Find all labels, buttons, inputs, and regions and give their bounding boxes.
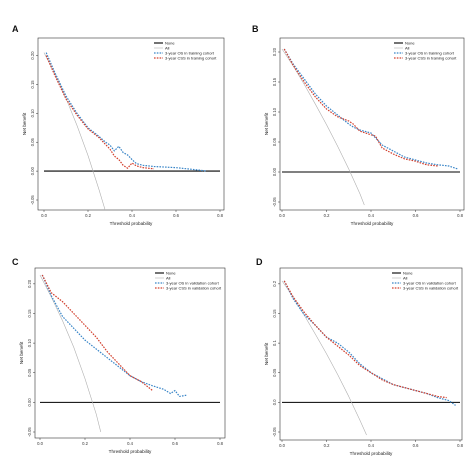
- legend-label: None: [405, 40, 415, 45]
- legend-label: 3-year CSS in validation cohort: [166, 285, 222, 290]
- x-tick-label: 0.4: [368, 443, 374, 448]
- legend-label: 3-year CSS in training cohort: [165, 55, 217, 60]
- y-tick-label: 0.05: [27, 368, 32, 377]
- y-tick-label: 0.05: [272, 137, 277, 146]
- legend-label: None: [166, 270, 176, 275]
- x-tick-label: 0.6: [413, 213, 419, 218]
- series-line-red: [283, 280, 447, 399]
- legend-label: All: [405, 45, 410, 50]
- legend-label: All: [165, 45, 170, 50]
- y-tick-label: 0.10: [27, 338, 32, 347]
- series-line-red: [283, 48, 438, 167]
- x-tick-label: 0.2: [324, 213, 330, 218]
- x-tick-label: 0.4: [127, 441, 133, 446]
- x-tick-label: 0.2: [324, 443, 330, 448]
- legend-label: 3-year OS in validation cohort: [166, 280, 220, 285]
- y-tick-label: 0.05: [272, 368, 277, 377]
- plot-frame: [279, 267, 463, 441]
- x-tick-label: 0.2: [82, 441, 88, 446]
- legend-label: All: [166, 275, 171, 280]
- x-tick-label: 0.0: [37, 441, 43, 446]
- panel-label: B: [252, 24, 259, 34]
- legend-label: 3-year OS in training cohort: [165, 50, 215, 55]
- y-tick-label: 0.20: [272, 47, 277, 56]
- x-axis-title: Threshold probability: [109, 449, 152, 454]
- legend-label: All: [403, 275, 408, 280]
- y-tick-label: 0.15: [272, 309, 277, 318]
- series-line-red: [45, 55, 155, 170]
- y-tick-label: 0.15: [27, 309, 32, 318]
- legend-label: None: [165, 40, 175, 45]
- y-tick-label: 0.10: [30, 109, 35, 118]
- series-line-blue: [283, 280, 456, 406]
- x-tick-label: 0.8: [457, 443, 463, 448]
- x-tick-label: 0.6: [173, 213, 179, 218]
- y-axis-title: Net benefit: [264, 112, 269, 135]
- panel-b: B 0.0 0.2 0.4 0.6 0.8 0.20 0.15 0.10 0.05 0.00 -0.0…: [252, 24, 465, 226]
- panel-label: A: [12, 24, 19, 34]
- panel-c: C 0.0 0.2 0.4 0.6 0.8 0.20 0.15 0.10 0.05 0.00 -0.0…: [12, 257, 226, 454]
- x-axis-title: Threshold probability: [350, 451, 393, 456]
- x-tick-label: 0.4: [368, 213, 374, 218]
- y-axis-title: Net benefit: [264, 342, 269, 365]
- series-line-blue: [45, 52, 207, 172]
- y-tick-label: 0.2: [272, 280, 277, 286]
- legend-label: None: [403, 270, 413, 275]
- legend-label: 3-year OS in validation cohort: [403, 280, 457, 285]
- y-tick-label: -0.05: [272, 427, 277, 437]
- plot-frame: [34, 267, 226, 439]
- panel-a: A 0.0 0.2 0.4 0.6 0.8 0.20 0.15 0.10 0.05 0.00 -0.0…: [12, 24, 225, 226]
- legend-label: 3-year CSS in validation cohort: [403, 285, 459, 290]
- y-tick-label: -0.05: [27, 427, 32, 437]
- series-line-blue: [283, 48, 458, 170]
- series-line-all: [43, 52, 106, 210]
- series-line-all: [281, 280, 367, 436]
- x-tick-label: 0.8: [217, 441, 223, 446]
- legend-label: 3-year OS in training cohort: [405, 50, 455, 55]
- y-axis-title: Net benefit: [22, 112, 27, 135]
- y-tick-label: 0.15: [30, 80, 35, 89]
- y-tick-label: 0.10: [272, 107, 277, 116]
- y-tick-label: 0.00: [272, 167, 277, 176]
- legend-label: 3-year CSS in training cohort: [405, 55, 457, 60]
- y-tick-label: 0.1: [272, 340, 277, 346]
- x-tick-label: 0.2: [85, 213, 91, 218]
- plot-frame: [279, 37, 465, 211]
- y-tick-label: 0.20: [27, 279, 32, 288]
- x-tick-label: 0.6: [413, 443, 419, 448]
- x-tick-label: 0.4: [129, 213, 135, 218]
- x-axis-title: Threshold probability: [351, 221, 394, 226]
- panel-label: D: [256, 257, 263, 267]
- y-tick-label: 0.15: [272, 77, 277, 86]
- plot-frame: [37, 37, 225, 211]
- y-tick-label: -0.05: [30, 195, 35, 205]
- y-tick-label: 0.00: [27, 398, 32, 407]
- series-line-all: [281, 48, 365, 206]
- panel-label: C: [12, 257, 19, 267]
- series-line-blue: [41, 274, 187, 398]
- series-line-all: [39, 274, 102, 433]
- x-tick-label: 0.0: [279, 213, 285, 218]
- x-tick-label: 0.0: [41, 213, 47, 218]
- x-tick-label: 0.8: [217, 213, 223, 218]
- x-tick-label: 0.8: [457, 213, 463, 218]
- y-tick-label: 0.0: [272, 399, 277, 405]
- y-axis-title: Net benefit: [19, 341, 24, 364]
- x-tick-label: 0.0: [279, 443, 285, 448]
- y-tick-label: -0.05: [272, 197, 277, 207]
- y-tick-label: 0.05: [30, 137, 35, 146]
- x-axis-title: Threshold probability: [110, 221, 153, 226]
- y-tick-label: 0.20: [30, 51, 35, 60]
- y-tick-label: 0.00: [30, 166, 35, 175]
- x-tick-label: 0.6: [172, 441, 178, 446]
- series-line-red: [41, 274, 153, 391]
- panel-d: D 0.0 0.2 0.4 0.6 0.8 0.2 0.15 0.1 0.05 0.0 -0.05 Th…: [256, 257, 464, 456]
